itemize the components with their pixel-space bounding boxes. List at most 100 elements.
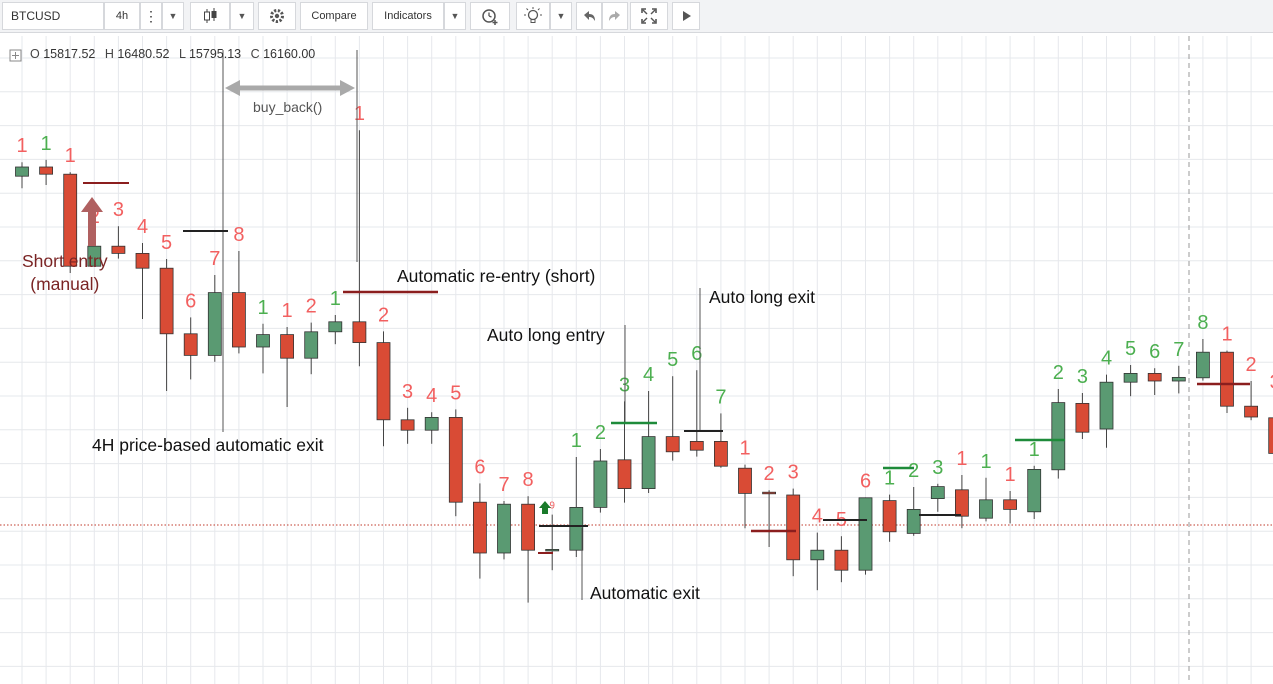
sequence-count-label: 3 [932, 457, 943, 479]
candle-body[interactable] [665, 436, 680, 453]
candle-body[interactable] [930, 486, 945, 500]
candle-body[interactable] [521, 503, 535, 551]
compare-button[interactable]: Compare [300, 2, 368, 30]
open-value: 15817.52 [43, 47, 96, 61]
fullscreen-button[interactable] [630, 2, 668, 30]
candle-body[interactable] [834, 549, 849, 571]
candle-body[interactable] [762, 491, 776, 495]
compare-label: Compare [311, 10, 357, 22]
lightbulb-icon [524, 7, 542, 23]
indicators-dropdown-button[interactable]: ▼ [444, 2, 466, 30]
chart-style-button[interactable] [190, 2, 230, 30]
chevron-down-icon: ▼ [450, 11, 460, 21]
sequence-count-label: 8 [523, 469, 534, 491]
sequence-count-label: 2 [595, 422, 606, 444]
candle-body[interactable] [858, 497, 873, 571]
sequence-count-label: 3 [402, 381, 413, 403]
buy-back-right-arrowhead-icon [340, 80, 355, 96]
candle-body[interactable] [1220, 351, 1234, 407]
replay-button[interactable] [672, 2, 700, 30]
candle-body[interactable] [135, 252, 150, 269]
candle-body[interactable] [593, 460, 608, 508]
candle-body[interactable] [304, 331, 319, 359]
candle-body[interactable] [714, 440, 728, 467]
sequence-count-label: 1 [354, 103, 365, 125]
more-vertical-icon[interactable]: ⋮ [140, 2, 162, 30]
sequence-count-label: 1 [739, 438, 750, 460]
sequence-count-label: 1 [282, 300, 293, 322]
candle-body[interactable] [641, 436, 656, 490]
candle-body[interactable] [87, 245, 102, 267]
sequence-count-label: 3 [1077, 366, 1088, 388]
alarm-add-icon [482, 9, 498, 25]
candle-body[interactable] [63, 173, 78, 267]
candle-body[interactable] [1027, 468, 1042, 513]
gear-icon [270, 9, 284, 23]
candle-body[interactable] [545, 549, 560, 552]
symbol-search-input[interactable]: BTCUSD [2, 2, 104, 30]
candle-body[interactable] [231, 292, 246, 348]
interval-dropdown-button[interactable]: ▼ [162, 2, 184, 30]
candle-body[interactable] [1244, 405, 1258, 418]
candle-body[interactable] [472, 501, 487, 554]
candle-body[interactable] [1196, 351, 1210, 379]
ideas-dropdown-button[interactable]: ▼ [550, 2, 572, 30]
candle-body[interactable] [569, 506, 584, 551]
candle-body[interactable] [1075, 402, 1090, 433]
candle-body[interactable] [352, 321, 367, 343]
interval-button[interactable]: 4h [104, 2, 140, 30]
indicators-button[interactable]: Indicators [372, 2, 444, 30]
reentry-short-text: Automatic re-entry (short) [397, 266, 596, 286]
manual-text: (manual) [30, 274, 100, 294]
sequence-count-label: 3 [1270, 372, 1273, 394]
candle-body[interactable] [256, 334, 270, 348]
candle-body[interactable] [689, 440, 704, 451]
sequence-count-label: 6 [860, 470, 871, 492]
chevron-down-icon: ▼ [168, 11, 178, 21]
candle-body[interactable] [1123, 372, 1138, 383]
sequence-count-label: 1 [257, 297, 268, 319]
candle-body[interactable] [738, 467, 752, 494]
candle-body[interactable] [15, 166, 29, 177]
candle-body[interactable] [906, 508, 921, 534]
candle-body[interactable] [280, 334, 295, 359]
candle-body[interactable] [328, 321, 343, 333]
open-label: O [30, 47, 40, 61]
redo-button[interactable] [602, 2, 628, 30]
candle-body[interactable] [159, 267, 174, 335]
candle-body[interactable] [786, 494, 801, 561]
candle-body[interactable] [1051, 402, 1066, 471]
low-value: 15795.13 [188, 47, 242, 61]
undo-button[interactable] [576, 2, 602, 30]
sequence-counts-layer: 1112345678112112345678912345671234561231… [16, 103, 1273, 531]
sequence-count-label: 3 [788, 462, 799, 484]
candle-body[interactable] [617, 459, 632, 489]
candle-body[interactable] [979, 499, 993, 519]
settings-button[interactable] [258, 2, 296, 30]
candle-body[interactable] [183, 333, 198, 356]
candle-body[interactable] [1003, 499, 1017, 510]
candle-body[interactable] [1099, 381, 1114, 430]
candle-body[interactable] [497, 503, 511, 554]
candle-body[interactable] [1147, 372, 1162, 382]
candle-body[interactable] [955, 489, 969, 517]
ideas-button[interactable] [516, 2, 550, 30]
candle-body[interactable] [1268, 417, 1273, 454]
candle-body[interactable] [882, 500, 897, 533]
candle-body[interactable] [39, 166, 53, 175]
alert-button[interactable] [470, 2, 510, 30]
candle-body[interactable] [424, 416, 439, 431]
redo-icon [609, 11, 620, 21]
candle-body[interactable] [207, 292, 222, 356]
candle-body[interactable] [448, 416, 463, 503]
interval-text: 4h [115, 10, 129, 22]
candle-body[interactable] [1171, 376, 1186, 382]
candle-body[interactable] [810, 549, 825, 561]
candle-body[interactable] [111, 245, 126, 254]
candle-body[interactable] [376, 342, 391, 421]
sequence-count-label: 6 [1149, 341, 1160, 363]
price-chart[interactable]: 1112345678112112345678912345671234561231… [0, 33, 1273, 684]
candle-body[interactable] [400, 419, 415, 431]
chart-style-dropdown-button[interactable]: ▼ [230, 2, 254, 30]
short-entry-annotation: Short entry (manual) [22, 250, 108, 296]
